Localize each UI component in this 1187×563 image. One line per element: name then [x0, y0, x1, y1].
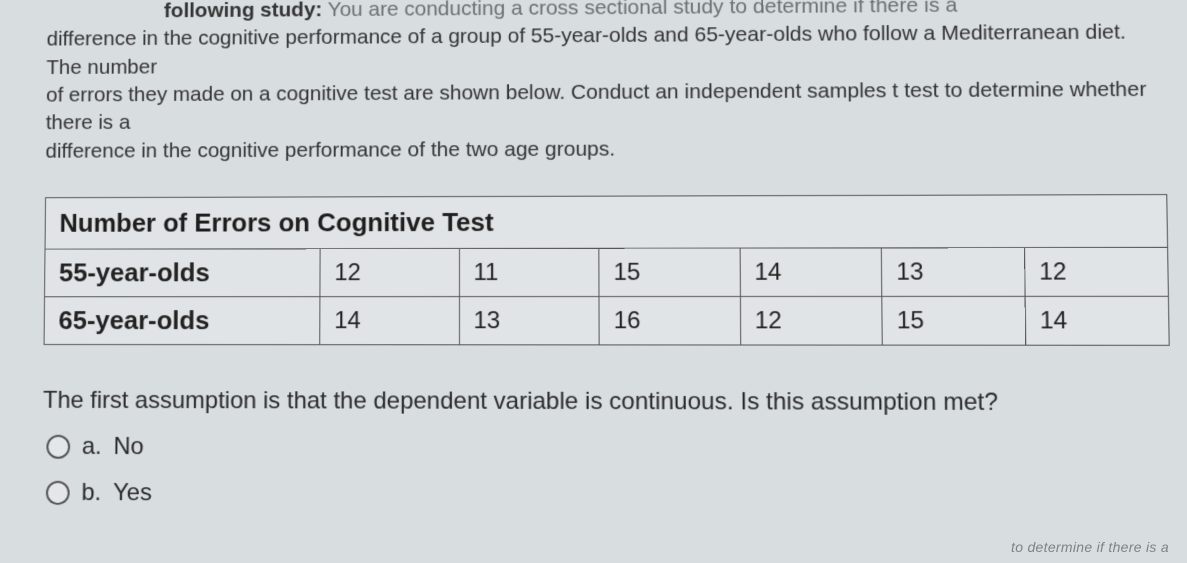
radio-icon[interactable]: [46, 435, 70, 459]
cell: 11: [459, 248, 599, 296]
option-letter: b.: [81, 479, 101, 507]
prompt-line2: difference in the cognitive performance …: [46, 21, 1126, 79]
cell: 15: [599, 248, 740, 296]
corner-note: to determine if there is a: [1011, 539, 1169, 555]
answer-options: a. No b. Yes: [42, 433, 1173, 512]
table-row: 55-year-olds 12 11 15 14 13 12: [45, 247, 1169, 296]
option-letter: a.: [82, 433, 102, 461]
prompt-line4: difference in the cognitive performance …: [45, 137, 615, 162]
prompt-line3: of errors they made on a cognitive test …: [46, 78, 1147, 135]
cell: 14: [740, 248, 882, 297]
cell: 12: [320, 249, 459, 297]
option-text: Yes: [113, 479, 152, 507]
question-text: The first assumption is that the depende…: [43, 387, 1171, 418]
cell: 13: [881, 248, 1024, 297]
cell: 12: [740, 296, 882, 345]
cell: 16: [599, 297, 740, 346]
cell: 12: [1024, 247, 1168, 296]
radio-icon[interactable]: [46, 481, 70, 505]
cell: 15: [882, 296, 1025, 345]
prompt-lead: following study:: [164, 0, 322, 22]
option-b[interactable]: b. Yes: [46, 479, 1173, 512]
option-a[interactable]: a. No: [46, 433, 1171, 465]
cell: 13: [459, 297, 599, 345]
option-text: No: [113, 433, 144, 461]
cell: 14: [320, 297, 459, 345]
table-row: 65-year-olds 14 13 16 12 15 14: [44, 296, 1169, 345]
cell: 14: [1025, 296, 1170, 345]
study-prompt: difference in following study: You are c…: [45, 0, 1166, 166]
errors-table: Number of Errors on Cognitive Test 55-ye…: [44, 194, 1170, 346]
row-label-65: 65-year-olds: [44, 297, 320, 345]
row-label-55: 55-year-olds: [45, 249, 321, 297]
table-title: Number of Errors on Cognitive Test: [45, 195, 1168, 250]
prompt-line1: You are conducting a cross sectional stu…: [322, 0, 957, 21]
